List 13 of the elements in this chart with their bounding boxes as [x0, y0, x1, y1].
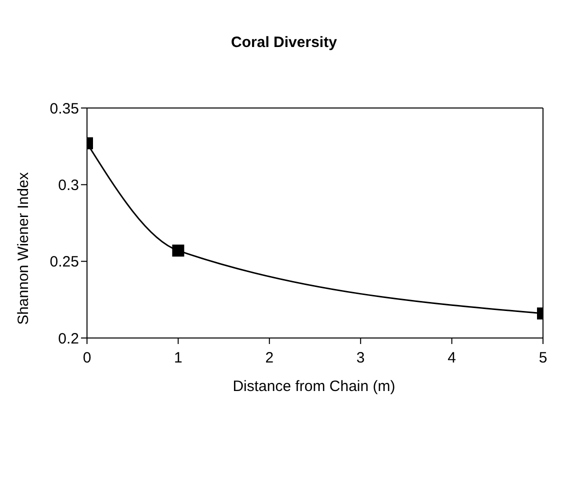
y-tick-label: 0.2: [58, 330, 79, 348]
x-tick-label: 2: [265, 350, 274, 367]
chart-title: Coral Diversity: [230, 34, 338, 51]
x-tick-label: 5: [538, 350, 548, 367]
y-tick-label: 0.35: [50, 100, 79, 118]
x-tick-label: 4: [448, 350, 456, 367]
y-tick-label: 0.3: [58, 176, 79, 194]
x-tick-label: 0: [82, 350, 92, 367]
x-tick-label: 1: [174, 350, 182, 367]
y-axis-title: Shannon Wiener Index: [14, 172, 32, 324]
x-axis-title: Distance from Chain (m): [232, 378, 396, 395]
x-tick-label: 3: [356, 350, 365, 367]
y-tick-label: 0.25: [50, 254, 79, 271]
